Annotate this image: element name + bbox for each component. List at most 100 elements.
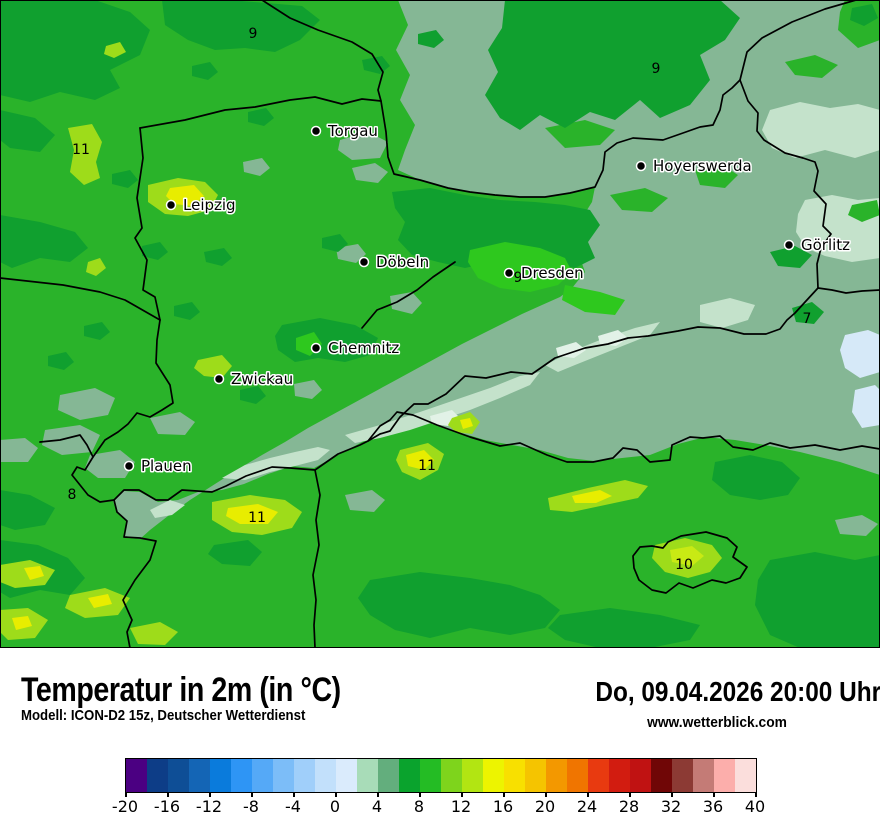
city-marker-dot	[123, 460, 135, 472]
colorbar-cell	[315, 759, 336, 792]
colorbar-tick-label: 0	[329, 797, 341, 816]
colorbar-cell	[483, 759, 504, 792]
colorbar-cell	[399, 759, 420, 792]
city-marker-dot	[310, 342, 322, 354]
city-label: Chemnitz	[328, 339, 399, 357]
temp-value-label: 8	[68, 487, 77, 503]
city-marker-dot	[358, 256, 370, 268]
temp-value-label: 9	[514, 270, 523, 286]
colorbar-tick-label: 16	[492, 797, 514, 816]
city-marker-dot	[635, 160, 647, 172]
colorbar-cell	[189, 759, 210, 792]
colorbar-tick-mark	[377, 792, 379, 797]
temp-value-label: 10	[675, 557, 693, 573]
colorbar-tick-label: 24	[576, 797, 598, 816]
city-label: Zwickau	[231, 370, 293, 388]
colorbar-tick-label: 32	[660, 797, 682, 816]
colorbar-tick-label: -4	[285, 797, 301, 816]
colorbar-tick-mark	[209, 792, 211, 797]
colorbar-tick-mark	[461, 792, 463, 797]
colorbar-cell	[441, 759, 462, 792]
colorbar-cell	[693, 759, 714, 792]
city-marker-dot	[783, 239, 795, 251]
temp-value-label: 11	[72, 142, 90, 158]
colorbar-tick-mark	[335, 792, 337, 797]
datetime-label: Do, 09.04.2026 20:00 Uhr	[595, 676, 880, 707]
colorbar-tick-label: -16	[153, 797, 181, 816]
website-label: www.wetterblick.com	[647, 714, 787, 731]
colorbar-cell	[735, 759, 756, 792]
colorbar-cell	[546, 759, 567, 792]
colorbar-cell	[462, 759, 483, 792]
header-right-block: Do, 09.04.2026 20:00 Uhr www.wetterblick…	[574, 676, 880, 732]
colorbar-cell	[504, 759, 525, 792]
colorbar-cell	[651, 759, 672, 792]
colorbar-cell	[231, 759, 252, 792]
city-marker-dot	[165, 199, 177, 211]
colorbar-tick-label: 8	[413, 797, 425, 816]
colorbar-cell	[630, 759, 651, 792]
colorbar-tick-mark	[167, 792, 169, 797]
colorbar-cell	[588, 759, 609, 792]
colorbar-tick-mark	[755, 792, 757, 797]
page-title: Temperatur in 2m (in °C)	[21, 671, 341, 709]
colorbar-cell	[525, 759, 546, 792]
temp-value-label: 11	[248, 510, 266, 526]
colorbar-tick-label: -20	[111, 797, 139, 816]
colorbar-tick-mark	[251, 792, 253, 797]
map-region-cool-seafoam	[113, 0, 880, 539]
city-label: Plauen	[141, 457, 192, 475]
colorbar-tick-mark	[671, 792, 673, 797]
temperature-colorbar	[125, 758, 757, 793]
city-label: Hoyerswerda	[653, 157, 752, 175]
colorbar-tick-mark	[503, 792, 505, 797]
colorbar-tick-label: 20	[534, 797, 556, 816]
colorbar-cell	[336, 759, 357, 792]
city-label: Döbeln	[376, 253, 429, 271]
colorbar-tick-label: 36	[702, 797, 724, 816]
colorbar-cell	[609, 759, 630, 792]
city-marker-dot	[503, 267, 515, 279]
temperature-labels-layer: 9 9 11 9 7 8 11 11 10	[68, 26, 812, 573]
colorbar-cell	[147, 759, 168, 792]
colorbar-cell	[378, 759, 399, 792]
colorbar-tick-label: 40	[744, 797, 766, 816]
colorbar-cell	[168, 759, 189, 792]
colorbar-tick-label: 28	[618, 797, 640, 816]
colorbar-cell	[567, 759, 588, 792]
city-marker-dot	[310, 125, 322, 137]
colorbar-cell	[420, 759, 441, 792]
map-pale-blue-patches	[840, 330, 880, 428]
city-label: Leipzig	[183, 196, 236, 214]
model-caption: Modell: ICON-D2 15z, Deutscher Wetterdie…	[21, 707, 306, 724]
colorbar-tick-label: 12	[450, 797, 472, 816]
colorbar-tick-mark	[293, 792, 295, 797]
temp-value-label: 9	[652, 61, 661, 77]
temp-value-label: 11	[418, 458, 436, 474]
colorbar-cell	[714, 759, 735, 792]
colorbar-tick-mark	[125, 792, 127, 797]
colorbar-cell	[357, 759, 378, 792]
colorbar-cell	[126, 759, 147, 792]
city-labels-layer: Torgau Leipzig Hoyerswerda Görlitz Döbeln Dre…	[123, 121, 852, 477]
map-yellow-cores	[12, 185, 612, 630]
colorbar-tick-label: -12	[195, 797, 223, 816]
colorbar-cell	[294, 759, 315, 792]
city-label: Görlitz	[801, 236, 850, 254]
map-hook-warm-core	[670, 546, 704, 566]
city-marker-dot	[213, 373, 225, 385]
colorbar-cell	[273, 759, 294, 792]
city-label: Torgau	[327, 122, 378, 140]
colorbar-tick-mark	[419, 792, 421, 797]
map-border-lines	[0, 0, 880, 648]
colorbar-tick-mark	[713, 792, 715, 797]
colorbar-cell	[252, 759, 273, 792]
map-seafoam-speckles	[0, 132, 878, 536]
map-bright-green-patches	[296, 242, 625, 356]
colorbar-tick-mark	[629, 792, 631, 797]
colorbar-tick-mark	[587, 792, 589, 797]
colorbar-tick-label: 4	[371, 797, 383, 816]
colorbar-tick-mark	[545, 792, 547, 797]
colorbar-tick-label: -8	[243, 797, 259, 816]
